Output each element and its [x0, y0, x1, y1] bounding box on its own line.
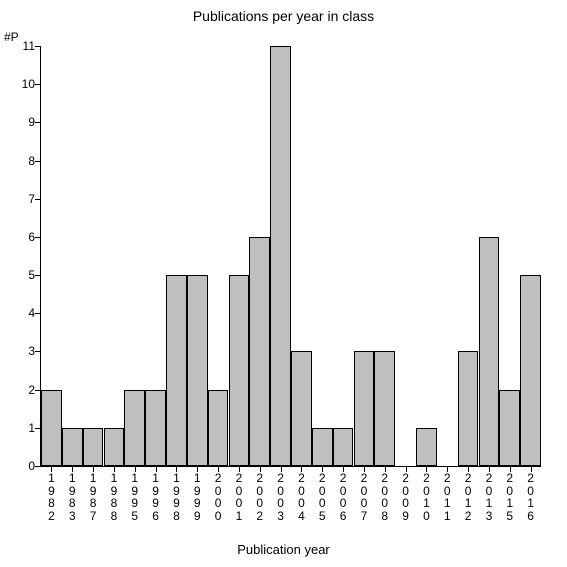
- y-tick-label: 1: [11, 421, 35, 435]
- x-tick-label: 2001: [233, 472, 245, 522]
- plot-area: 0123456789101119821983198719881995199619…: [40, 46, 541, 467]
- x-tick-label: 2015: [504, 472, 516, 522]
- x-tick-label: 2010: [420, 472, 432, 522]
- y-tick-label: 6: [11, 230, 35, 244]
- y-tick-label: 2: [11, 383, 35, 397]
- bar: [374, 351, 395, 466]
- x-tick-label: 2007: [358, 472, 370, 522]
- bar: [208, 390, 229, 466]
- x-tick-label: 2005: [316, 472, 328, 522]
- x-tick-label: 2002: [254, 472, 266, 522]
- bar: [499, 390, 520, 466]
- x-tick-label: 1995: [129, 472, 141, 522]
- x-tick-label: 2013: [483, 472, 495, 522]
- bar: [187, 275, 208, 466]
- bar: [62, 428, 83, 466]
- y-tick-label: 9: [11, 115, 35, 129]
- x-tick-label: 2012: [462, 472, 474, 522]
- y-tick: [35, 161, 41, 162]
- bar: [166, 275, 187, 466]
- x-tick-label: 1998: [170, 472, 182, 522]
- y-tick-label: 0: [11, 459, 35, 473]
- y-tick: [35, 199, 41, 200]
- y-tick: [35, 466, 41, 467]
- x-tick-label: 2008: [379, 472, 391, 522]
- x-tick-label: 1987: [87, 472, 99, 522]
- bar: [270, 46, 291, 466]
- bar: [333, 428, 354, 466]
- y-tick: [35, 313, 41, 314]
- x-axis-label: Publication year: [0, 542, 567, 557]
- bar: [458, 351, 479, 466]
- bar: [41, 390, 62, 466]
- chart-title: Publications per year in class: [0, 8, 567, 24]
- y-tick: [35, 46, 41, 47]
- bar: [104, 428, 125, 466]
- bar: [83, 428, 104, 466]
- y-tick-label: 7: [11, 192, 35, 206]
- y-tick-label: 11: [11, 39, 35, 53]
- x-tick-label: 2009: [400, 472, 412, 522]
- y-tick-label: 5: [11, 268, 35, 282]
- y-tick-label: 4: [11, 306, 35, 320]
- bar: [354, 351, 375, 466]
- y-tick-label: 8: [11, 154, 35, 168]
- bar: [479, 237, 500, 466]
- y-tick-label: 10: [11, 77, 35, 91]
- x-tick-label: 1983: [66, 472, 78, 522]
- bar: [312, 428, 333, 466]
- y-tick: [35, 275, 41, 276]
- bar: [249, 237, 270, 466]
- bar: [124, 390, 145, 466]
- x-tick-label: 2006: [337, 472, 349, 522]
- publications-bar-chart: Publications per year in class #P 012345…: [0, 0, 567, 567]
- x-tick-label: 1996: [150, 472, 162, 522]
- x-tick-label: 2016: [525, 472, 537, 522]
- bar: [229, 275, 250, 466]
- y-tick: [35, 351, 41, 352]
- bar: [291, 351, 312, 466]
- bar: [520, 275, 541, 466]
- bar: [145, 390, 166, 466]
- y-tick: [35, 237, 41, 238]
- x-tick-label: 2011: [441, 472, 453, 522]
- y-tick: [35, 84, 41, 85]
- x-tick-label: 2003: [275, 472, 287, 522]
- x-tick-label: 1999: [191, 472, 203, 522]
- bar: [416, 428, 437, 466]
- x-tick-label: 1988: [108, 472, 120, 522]
- x-tick-label: 1982: [45, 472, 57, 522]
- x-tick-label: 2000: [212, 472, 224, 522]
- x-tick-label: 2004: [295, 472, 307, 522]
- y-tick: [35, 122, 41, 123]
- y-tick-label: 3: [11, 344, 35, 358]
